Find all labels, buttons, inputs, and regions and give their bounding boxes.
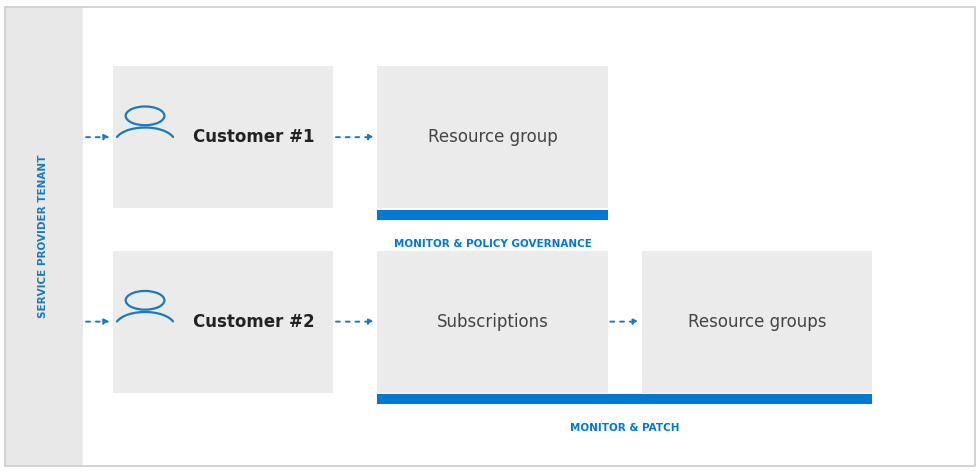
Text: Resource group: Resource group — [427, 128, 558, 146]
Text: Subscriptions: Subscriptions — [436, 313, 549, 331]
FancyBboxPatch shape — [377, 210, 608, 220]
Text: Customer #2: Customer #2 — [193, 313, 315, 331]
FancyBboxPatch shape — [377, 66, 608, 208]
Text: Customer #1: Customer #1 — [193, 128, 315, 146]
FancyBboxPatch shape — [113, 66, 333, 208]
FancyBboxPatch shape — [113, 251, 333, 393]
FancyBboxPatch shape — [5, 7, 83, 466]
Text: MONITOR & PATCH: MONITOR & PATCH — [570, 423, 679, 433]
FancyBboxPatch shape — [377, 251, 608, 393]
FancyBboxPatch shape — [377, 394, 872, 404]
Text: MONITOR & POLICY GOVERNANCE: MONITOR & POLICY GOVERNANCE — [394, 239, 591, 249]
Text: SERVICE PROVIDER TENANT: SERVICE PROVIDER TENANT — [38, 155, 48, 318]
FancyBboxPatch shape — [642, 251, 872, 393]
Text: Resource groups: Resource groups — [688, 313, 826, 331]
